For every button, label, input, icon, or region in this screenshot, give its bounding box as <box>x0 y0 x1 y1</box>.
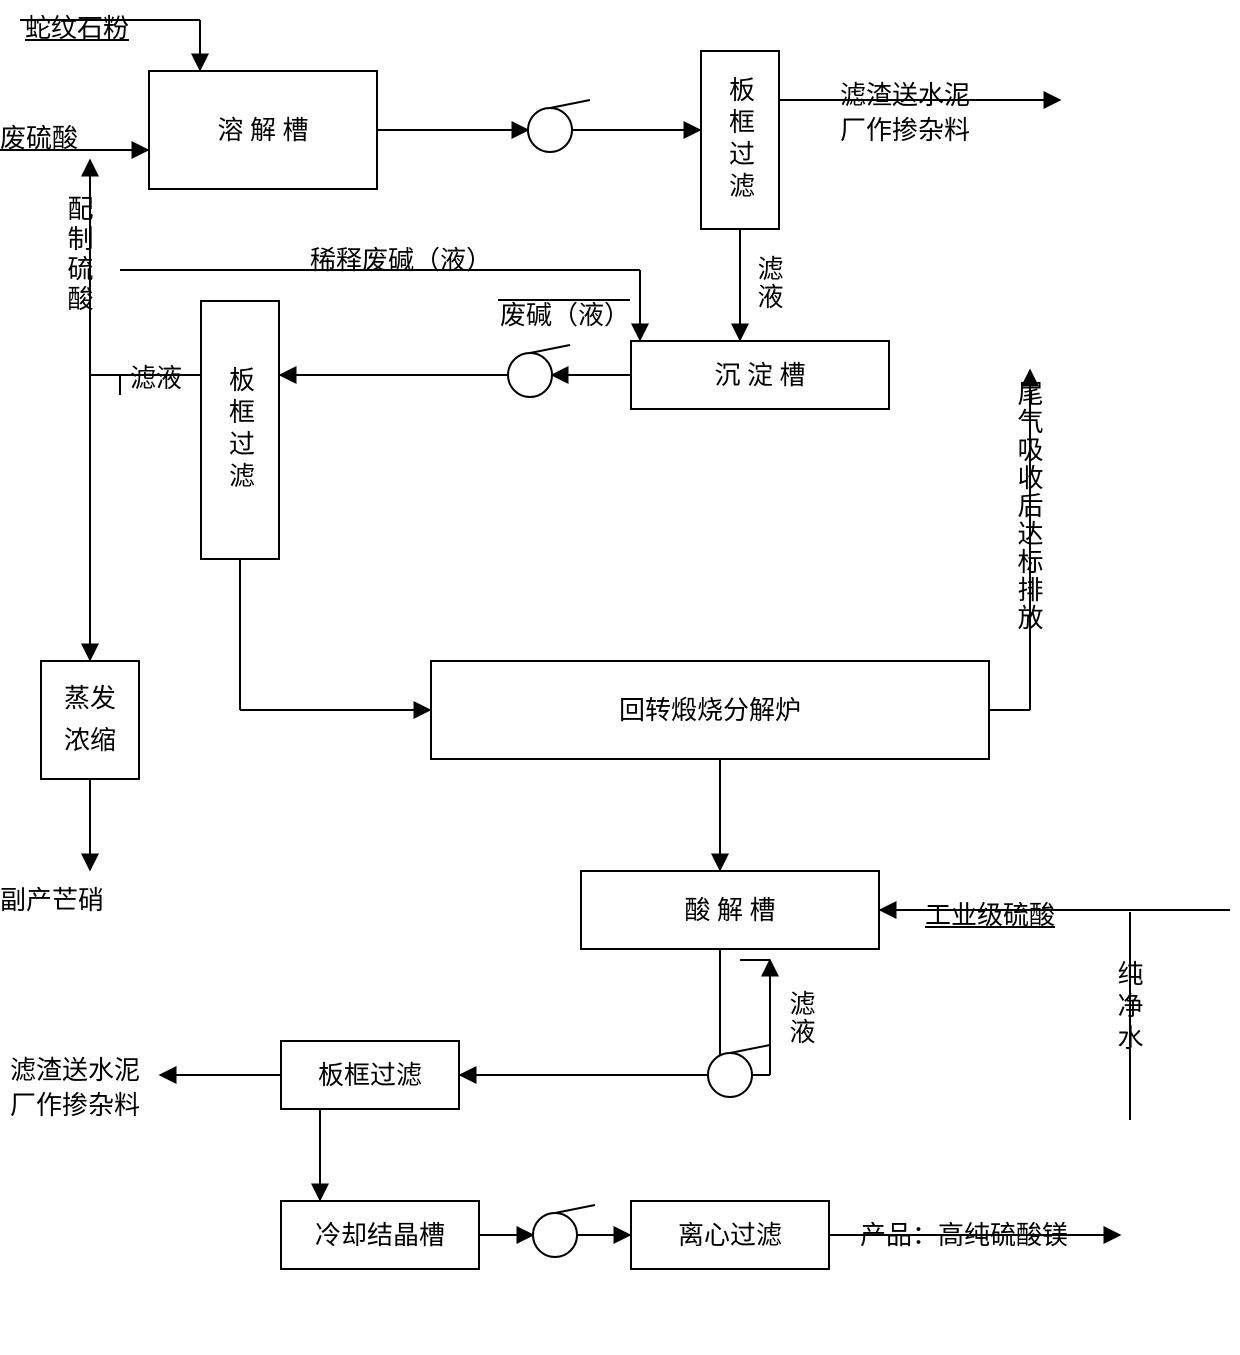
evaporate-concentrate: 蒸发浓缩 <box>40 660 140 780</box>
prepare-acid-label: 配制硫酸 <box>60 195 97 315</box>
cement-2a-label: 滤渣送水泥 <box>10 1050 140 1087</box>
cooling-tank-label: 冷却结晶槽 <box>315 1216 445 1255</box>
rotary-kiln-label: 回转煅烧分解炉 <box>619 691 801 730</box>
centrifuge-label: 离心过滤 <box>678 1216 782 1255</box>
filtrate-2-label: 滤液 <box>130 358 182 395</box>
plate-frame-3-label: 板框过滤 <box>318 1056 422 1095</box>
cement-1b-label: 厂作掺杂料 <box>840 110 970 147</box>
mirabilite-label: 副产芒硝 <box>0 880 104 917</box>
tail-gas-label: 尾气吸收后达标排放 <box>1010 380 1047 632</box>
waste-alkali-label: 废碱（液） <box>500 295 630 332</box>
product-label: 产品：高纯硫酸镁 <box>860 1215 1068 1252</box>
acid-tank: 酸 解 槽 <box>580 870 880 950</box>
cooling-crystallize-tank: 冷却结晶槽 <box>280 1200 480 1270</box>
plate-frame-filter-3: 板框过滤 <box>280 1040 460 1110</box>
rotary-kiln: 回转煅烧分解炉 <box>430 660 990 760</box>
acid-tank-label: 酸 解 槽 <box>684 891 775 930</box>
settling-tank-label: 沉 淀 槽 <box>714 356 805 395</box>
waste-acid-input-label: 废硫酸 <box>0 118 78 155</box>
pure-water-label: 纯净水 <box>1110 960 1147 1056</box>
plate-frame-2-label: 板框过滤 <box>221 366 260 494</box>
plate-frame-filter-2: 板框过滤 <box>200 300 280 560</box>
centrifuge-filter: 离心过滤 <box>630 1200 830 1270</box>
cement-2b-label: 厂作掺杂料 <box>10 1085 140 1122</box>
industrial-acid-label: 工业级硫酸 <box>925 895 1055 932</box>
evaporate-label: 蒸发浓缩 <box>64 678 116 761</box>
plate-frame-1-label: 板框过滤 <box>721 76 760 204</box>
filtrate-3-label: 滤液 <box>782 990 819 1046</box>
serpentine-input-label: 蛇纹石粉 <box>25 8 129 45</box>
dissolve-tank: 溶 解 槽 <box>148 70 378 190</box>
settling-tank: 沉 淀 槽 <box>630 340 890 410</box>
plate-frame-filter-1: 板框过滤 <box>700 50 780 230</box>
dissolve-tank-label: 溶 解 槽 <box>217 111 308 150</box>
filtrate-1-label: 滤液 <box>750 255 787 311</box>
dilute-alkali-label: 稀释废碱（液） <box>310 240 492 277</box>
cement-1a-label: 滤渣送水泥 <box>840 75 970 112</box>
